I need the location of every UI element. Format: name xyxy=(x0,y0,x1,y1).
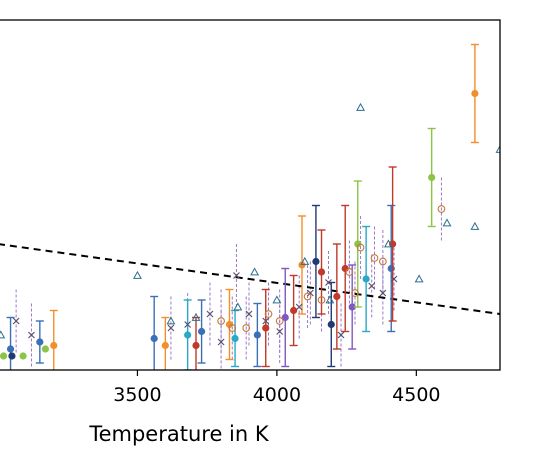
triangle-point xyxy=(233,302,243,311)
triangle-point xyxy=(383,239,393,248)
x-tick-label: 4000 xyxy=(253,384,301,406)
data-point xyxy=(41,345,50,353)
open-circle-point xyxy=(345,268,354,276)
data-point xyxy=(184,331,192,339)
triangle-point xyxy=(442,218,452,227)
data-point xyxy=(290,306,298,315)
triangle-point xyxy=(414,274,424,283)
triangle-point xyxy=(356,102,366,111)
cross-point xyxy=(276,328,284,335)
data-point xyxy=(362,275,370,283)
data-point xyxy=(19,352,27,360)
data-point xyxy=(341,264,349,273)
triangle-point xyxy=(300,256,310,265)
data-point xyxy=(50,341,58,350)
data-point xyxy=(298,261,306,269)
data-point xyxy=(8,352,16,360)
cross-point xyxy=(390,275,398,283)
cross-point xyxy=(379,289,387,297)
data-point xyxy=(428,173,436,182)
data-point xyxy=(197,327,206,336)
data-point xyxy=(387,264,395,273)
open-circle-point xyxy=(264,310,273,318)
triangle-point xyxy=(470,221,480,230)
cross-point xyxy=(184,321,192,328)
open-circle-point xyxy=(437,205,446,213)
data-point xyxy=(225,320,234,329)
open-circle-point xyxy=(356,243,365,252)
x-axis-ticks: 3500 4000 4500 xyxy=(113,370,441,406)
data-point xyxy=(192,341,200,350)
triangle-point xyxy=(325,295,335,304)
data-point xyxy=(6,345,15,353)
data-point xyxy=(354,240,362,248)
cross-point xyxy=(217,338,225,346)
cross-point xyxy=(368,282,376,290)
cross-point xyxy=(206,310,214,318)
open-circle-point xyxy=(242,324,251,332)
open-circle-point xyxy=(370,254,379,262)
data-point xyxy=(312,257,320,266)
cross-point xyxy=(325,279,332,286)
data-point xyxy=(389,240,397,248)
chart-marks xyxy=(0,43,500,370)
data-point xyxy=(36,338,44,346)
open-circle-point xyxy=(351,289,359,297)
triangle-point xyxy=(132,270,142,279)
triangle-point xyxy=(272,295,282,304)
x-tick-label: 4500 xyxy=(392,384,440,406)
open-circle-point xyxy=(228,324,237,332)
cross-point xyxy=(233,272,240,279)
data-point xyxy=(317,268,326,276)
plot-frame xyxy=(0,19,501,371)
data-point xyxy=(262,324,270,332)
data-point xyxy=(161,341,169,350)
data-point xyxy=(327,320,335,329)
cross-point xyxy=(306,289,314,297)
cross-point xyxy=(337,331,345,339)
open-circle-point xyxy=(217,317,225,325)
cross-point xyxy=(167,324,175,332)
data-point xyxy=(348,303,356,311)
data-point xyxy=(471,89,479,98)
plot-area xyxy=(0,43,500,370)
cross-point xyxy=(12,317,20,325)
cross-point xyxy=(28,331,35,339)
data-point xyxy=(333,292,341,301)
x-tick-label: 3500 xyxy=(113,384,161,406)
data-point xyxy=(231,334,239,343)
data-point xyxy=(281,313,289,322)
triangle-point xyxy=(166,316,176,325)
open-circle-point xyxy=(317,296,326,304)
triangle-point xyxy=(250,267,260,276)
open-circle-point xyxy=(275,317,284,325)
x-axis-label: Temperature in K xyxy=(88,422,270,446)
cross-point xyxy=(245,310,253,318)
triangle-point xyxy=(0,330,6,339)
open-circle-point xyxy=(303,292,312,301)
data-point xyxy=(150,334,158,343)
triangle-point xyxy=(495,144,500,153)
cross-point xyxy=(262,317,270,325)
open-circle-point xyxy=(379,257,387,266)
trend-line xyxy=(0,243,500,315)
triangle-point xyxy=(191,312,201,321)
data-point xyxy=(0,352,8,360)
cross-point xyxy=(295,303,303,311)
data-point xyxy=(253,331,261,339)
